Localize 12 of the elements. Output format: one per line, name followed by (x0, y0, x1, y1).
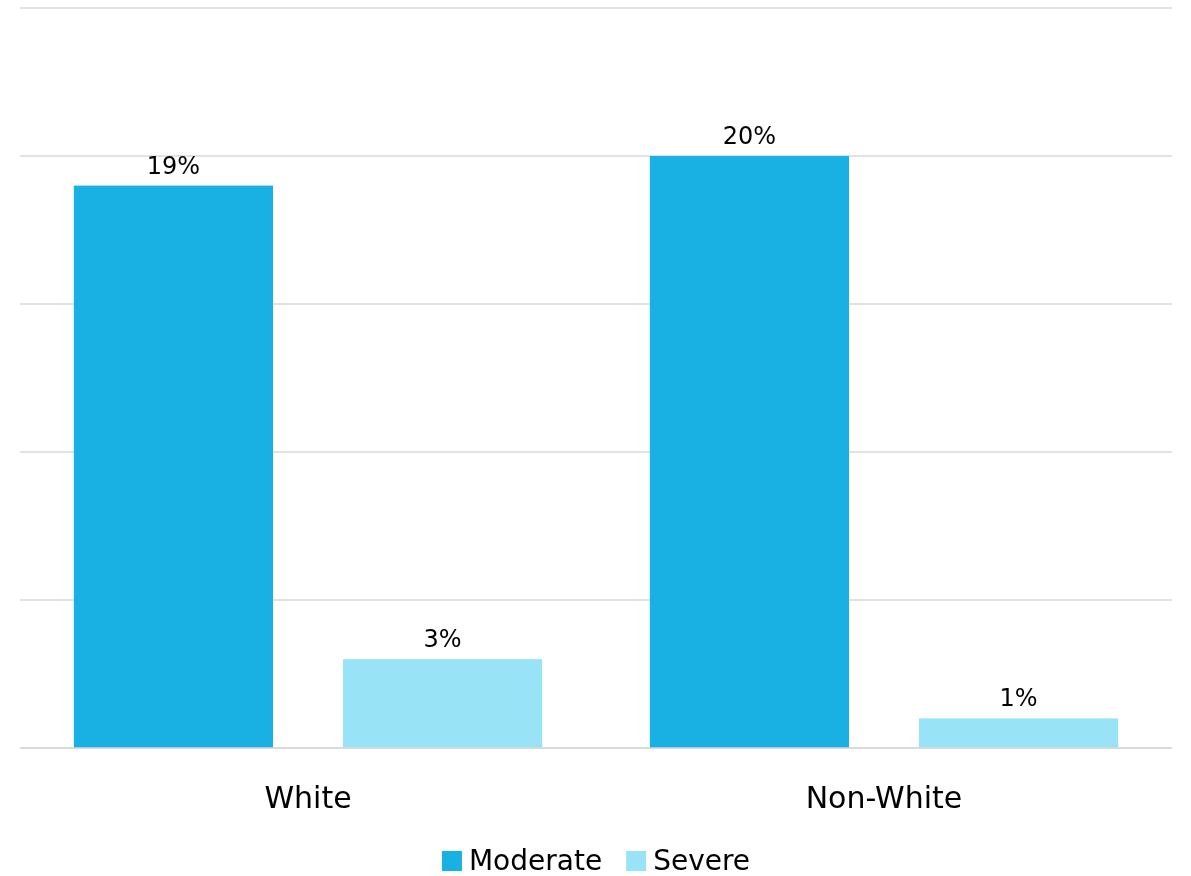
bar (73, 185, 274, 748)
data-label: 19% (146, 151, 201, 180)
bar (342, 659, 543, 748)
data-label: 3% (423, 625, 462, 654)
legend-label: Moderate (468, 844, 603, 876)
data-label: 20% (722, 122, 777, 150)
bar (918, 718, 1119, 748)
x-tick-label: White (264, 780, 352, 815)
x-tick-label: Non-White (805, 780, 963, 815)
data-label: 1% (999, 684, 1038, 713)
bar (649, 156, 850, 748)
legend-label: Severe (653, 844, 751, 876)
